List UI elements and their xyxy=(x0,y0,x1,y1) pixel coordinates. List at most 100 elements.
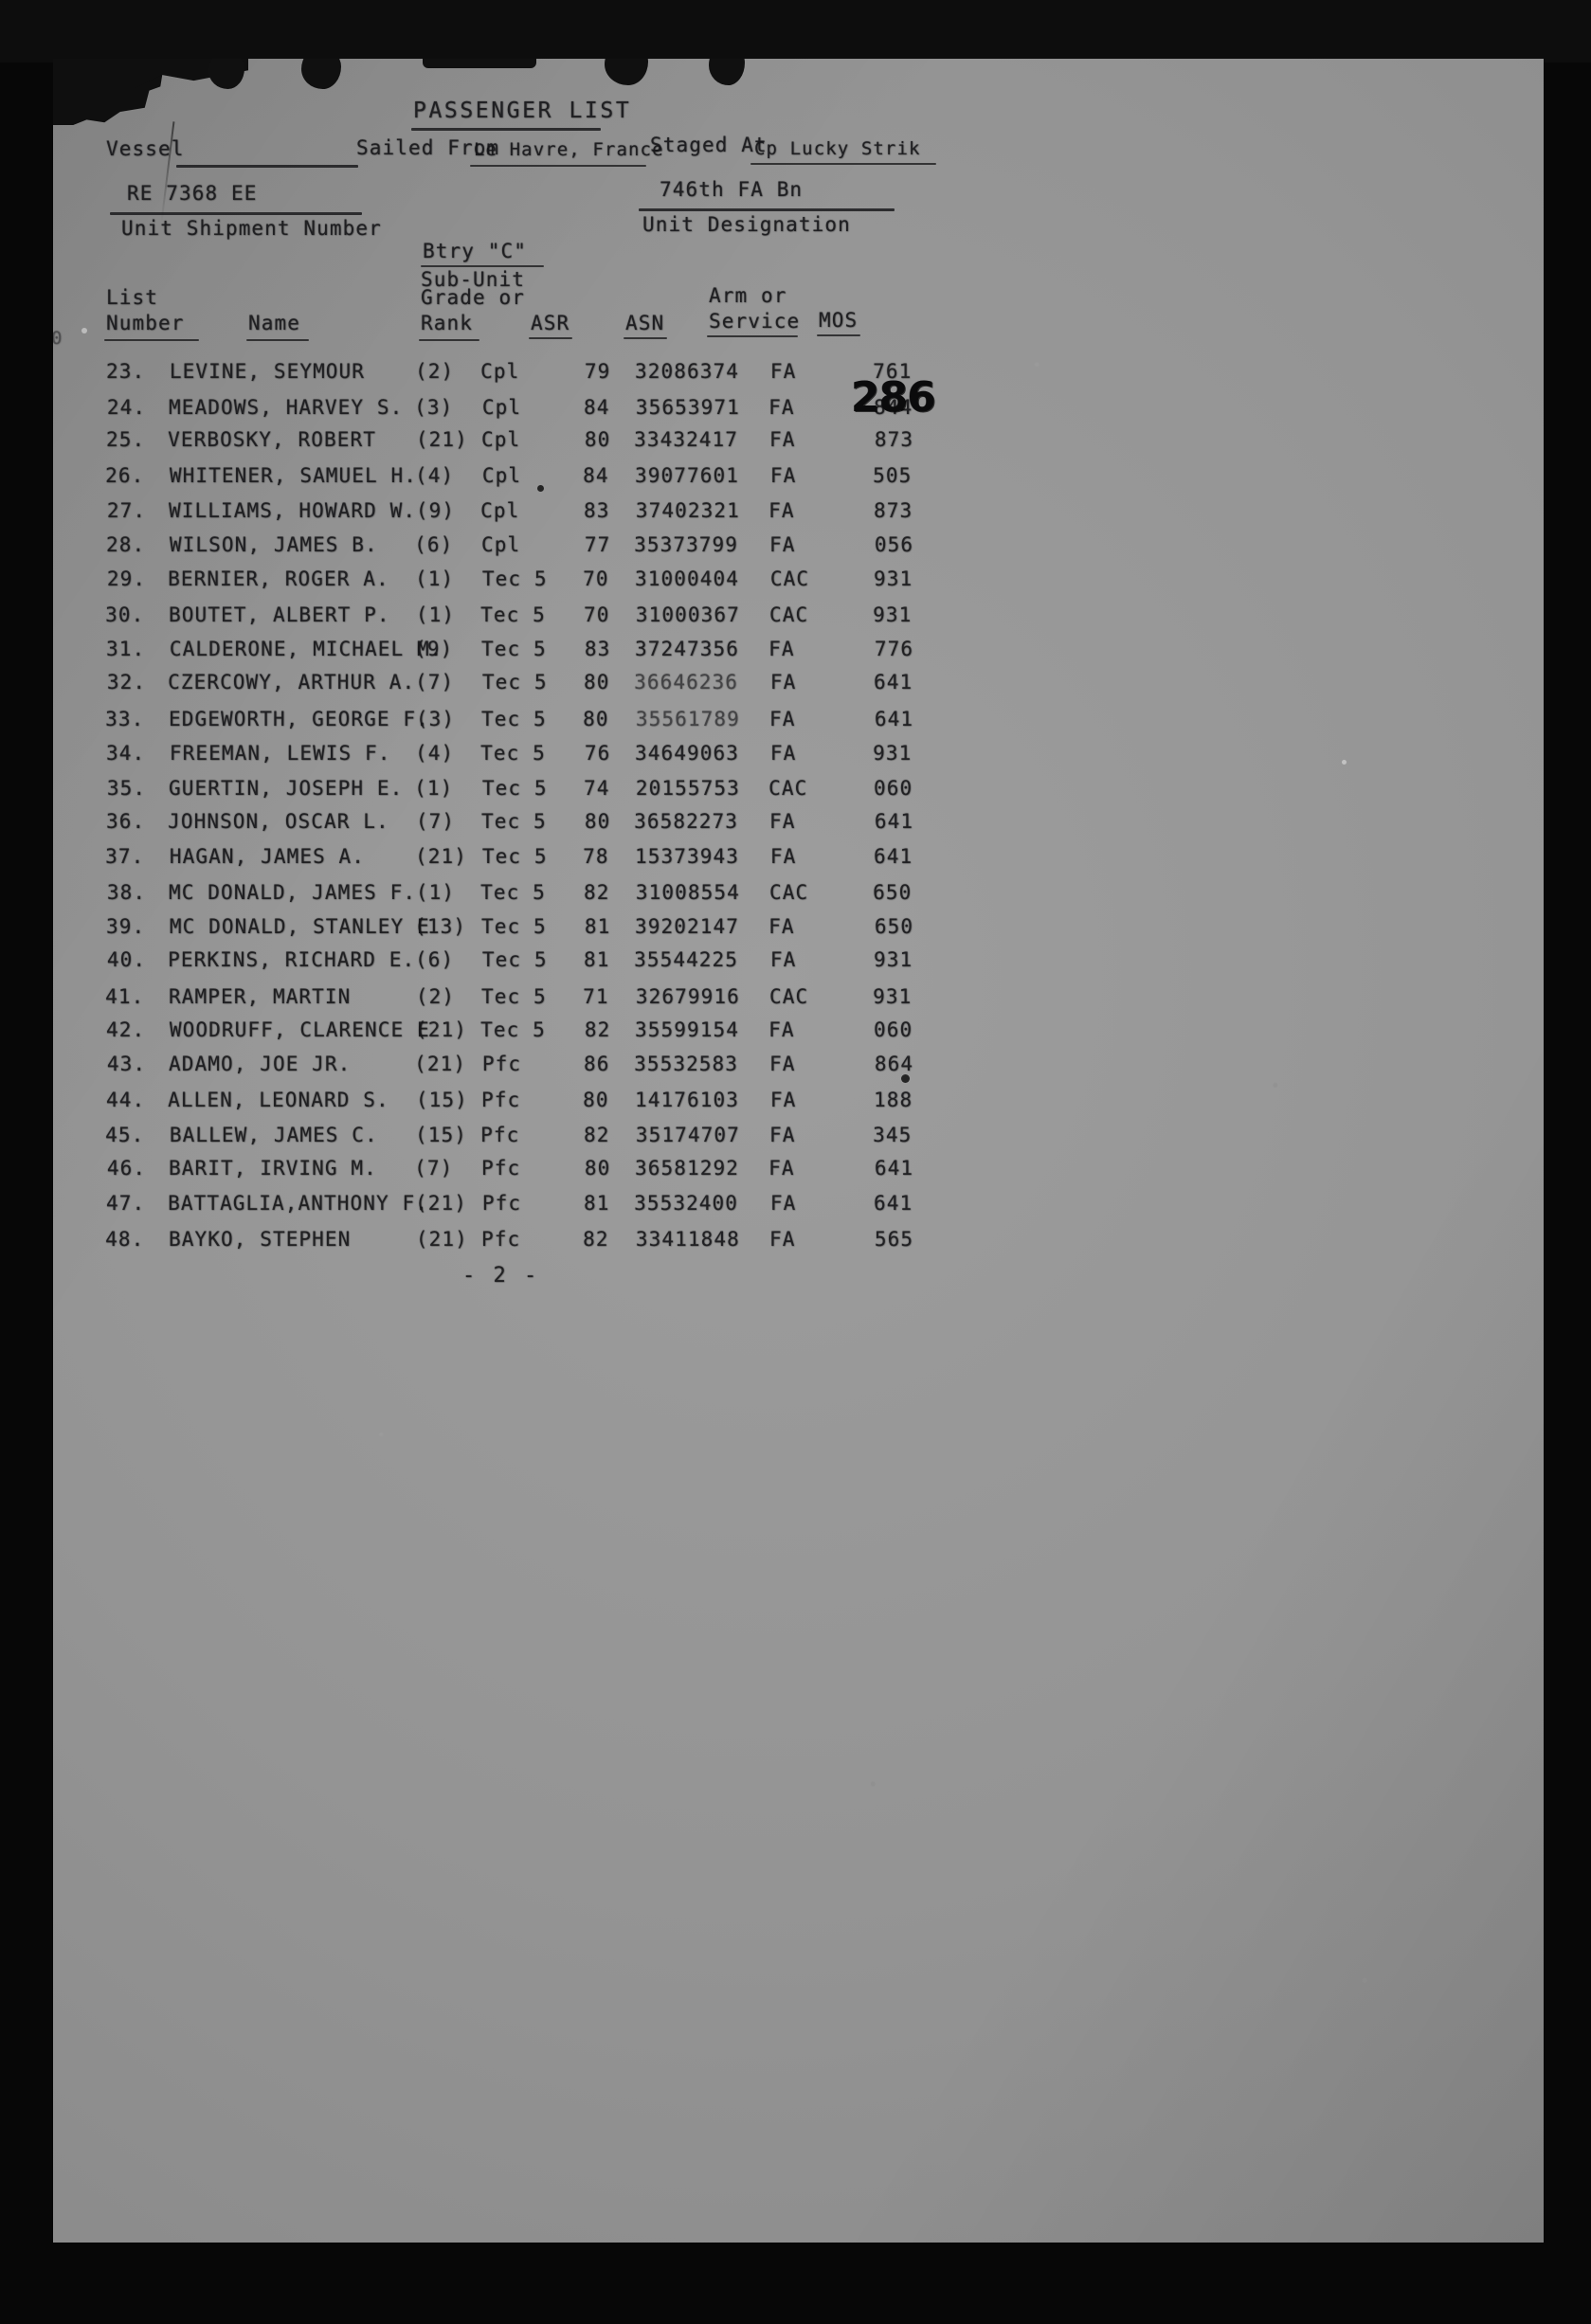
row-10-list-number: 32. xyxy=(106,671,147,694)
row-20-passenger-name: WOODRUFF, CLARENCE E xyxy=(169,1018,430,1042)
row-19-asr-score: 71 xyxy=(583,984,609,1008)
row-21-asr-score: 86 xyxy=(584,1053,610,1075)
row-4-mos-code: 505 xyxy=(873,463,913,487)
column-header-asn-underline xyxy=(624,337,667,339)
row-16-asr-score: 82 xyxy=(584,881,610,904)
row-6-army-serial-number: 35373799 xyxy=(634,533,739,556)
row-9-arm-or-service: FA xyxy=(768,637,795,660)
row-14-sub-unit-code: (7) xyxy=(415,809,456,833)
row-13-arm-or-service: CAC xyxy=(768,777,808,801)
row-18-passenger-name: PERKINS, RICHARD E. xyxy=(168,948,416,972)
row-23-grade-or-rank: Pfc xyxy=(480,1124,520,1147)
row-8-asr-score: 70 xyxy=(584,604,610,627)
unit-designation-rule xyxy=(639,208,895,211)
row-24-grade-or-rank: Pfc xyxy=(481,1156,521,1180)
row-12-sub-unit-code: (4) xyxy=(415,741,455,765)
row-11-army-serial-number: 35561789 xyxy=(635,708,740,730)
row-4-army-serial-number: 39077601 xyxy=(635,463,739,487)
row-23-sub-unit-code: (15) xyxy=(415,1124,467,1147)
film-leader-band xyxy=(0,0,1591,63)
row-6-grade-or-rank: Cpl xyxy=(481,533,521,556)
row-26-list-number: 48. xyxy=(105,1228,145,1251)
row-9-sub-unit-code: (9) xyxy=(414,637,454,660)
row-6-list-number: 28. xyxy=(106,533,146,556)
row-19-grade-or-rank: Tec 5 xyxy=(481,984,547,1008)
ink-blob-4 xyxy=(709,59,745,85)
row-7-asr-score: 70 xyxy=(583,567,609,590)
column-header-asn: ASN xyxy=(625,312,665,334)
staged-at-value[interactable]: Cp Lucky Strik xyxy=(754,138,921,159)
row-26-arm-or-service: FA xyxy=(769,1228,796,1251)
row-4-asr-score: 84 xyxy=(583,463,609,487)
row-21-list-number: 43. xyxy=(106,1053,147,1075)
row-3-list-number: 25. xyxy=(106,428,146,452)
column-header-grade-line2: Rank xyxy=(421,312,473,334)
row-21-arm-or-service: FA xyxy=(769,1053,796,1075)
sub-unit-value[interactable]: Btry "C" xyxy=(423,240,527,262)
row-1-asr-score: 79 xyxy=(584,360,611,383)
row-11-passenger-name: EDGEWORTH, GEORGE F. xyxy=(169,708,429,730)
vessel-label: Vessel xyxy=(106,137,185,160)
unit-designation-label: Unit Designation xyxy=(642,213,851,236)
unit-shipment-number-value[interactable]: RE 7368 EE xyxy=(127,182,258,205)
sailed-from-rule xyxy=(470,165,646,167)
staged-at-label: Staged At xyxy=(650,134,768,156)
row-2-grade-or-rank: Cpl xyxy=(481,395,522,419)
row-18-sub-unit-code: (6) xyxy=(415,948,455,972)
row-13-grade-or-rank: Tec 5 xyxy=(481,777,548,801)
row-13-mos-code: 060 xyxy=(874,777,913,801)
row-26-sub-unit-code: (21) xyxy=(415,1228,468,1251)
row-10-sub-unit-code: (7) xyxy=(415,671,455,694)
row-10-passenger-name: CZERCOWY, ARTHUR A. xyxy=(168,671,416,694)
row-8-passenger-name: BOUTET, ALBERT P. xyxy=(169,604,390,627)
column-header-name-underline xyxy=(246,339,309,341)
row-2-list-number: 24. xyxy=(106,395,147,419)
row-18-list-number: 40. xyxy=(106,948,147,972)
row-4-list-number: 26. xyxy=(105,463,145,487)
row-21-mos-code: 864 xyxy=(874,1053,914,1075)
row-3-passenger-name: VERBOSKY, ROBERT xyxy=(168,428,376,452)
top-edge-smudge xyxy=(423,59,536,68)
row-16-mos-code: 650 xyxy=(873,881,913,904)
row-14-arm-or-service: FA xyxy=(769,809,796,833)
page-title: PASSENGER LIST xyxy=(413,99,632,123)
column-header-asr-underline xyxy=(529,337,572,339)
row-18-mos-code: 931 xyxy=(874,948,913,972)
column-header-grade-underline xyxy=(419,339,479,341)
row-2-asr-score: 84 xyxy=(584,395,610,419)
row-3-grade-or-rank: Cpl xyxy=(481,428,521,452)
row-1-list-number: 23. xyxy=(106,360,146,383)
row-6-passenger-name: WILSON, JAMES B. xyxy=(169,533,378,556)
sailed-from-value[interactable]: Le Havre, France xyxy=(474,139,664,160)
unit-designation-value[interactable]: 746th FA Bn xyxy=(660,178,804,201)
row-18-army-serial-number: 35544225 xyxy=(634,948,739,972)
dust-speck-2 xyxy=(537,485,544,492)
row-4-sub-unit-code: (4) xyxy=(415,463,455,487)
column-header-grade-line1: Grade or xyxy=(421,286,525,309)
row-13-army-serial-number: 20155753 xyxy=(635,777,740,801)
row-9-mos-code: 776 xyxy=(874,637,914,660)
column-header-asr: ASR xyxy=(531,312,570,334)
sub-unit-rule xyxy=(421,265,544,267)
row-7-mos-code: 931 xyxy=(874,567,913,590)
row-19-sub-unit-code: (2) xyxy=(415,984,456,1008)
row-26-army-serial-number: 33411848 xyxy=(635,1228,740,1251)
row-10-mos-code: 641 xyxy=(874,671,913,694)
column-header-arm-underline xyxy=(707,335,798,337)
row-1-passenger-name: LEVINE, SEYMOUR xyxy=(169,360,366,383)
row-25-mos-code: 641 xyxy=(874,1192,913,1216)
row-22-passenger-name: ALLEN, LEONARD S. xyxy=(168,1088,389,1111)
row-20-grade-or-rank: Tec 5 xyxy=(480,1018,546,1042)
row-4-passenger-name: WHITENER, SAMUEL H. xyxy=(169,463,418,487)
row-12-list-number: 34. xyxy=(106,741,146,765)
row-26-mos-code: 565 xyxy=(874,1228,914,1251)
row-4-grade-or-rank: Cpl xyxy=(481,463,522,487)
row-6-asr-score: 77 xyxy=(584,533,611,556)
row-19-list-number: 41. xyxy=(105,984,145,1008)
light-speck-2 xyxy=(1342,760,1347,765)
row-17-grade-or-rank: Tec 5 xyxy=(481,914,547,938)
ink-blob-2 xyxy=(301,59,341,89)
row-26-passenger-name: BAYKO, STEPHEN xyxy=(169,1228,352,1251)
row-17-mos-code: 650 xyxy=(874,914,914,938)
